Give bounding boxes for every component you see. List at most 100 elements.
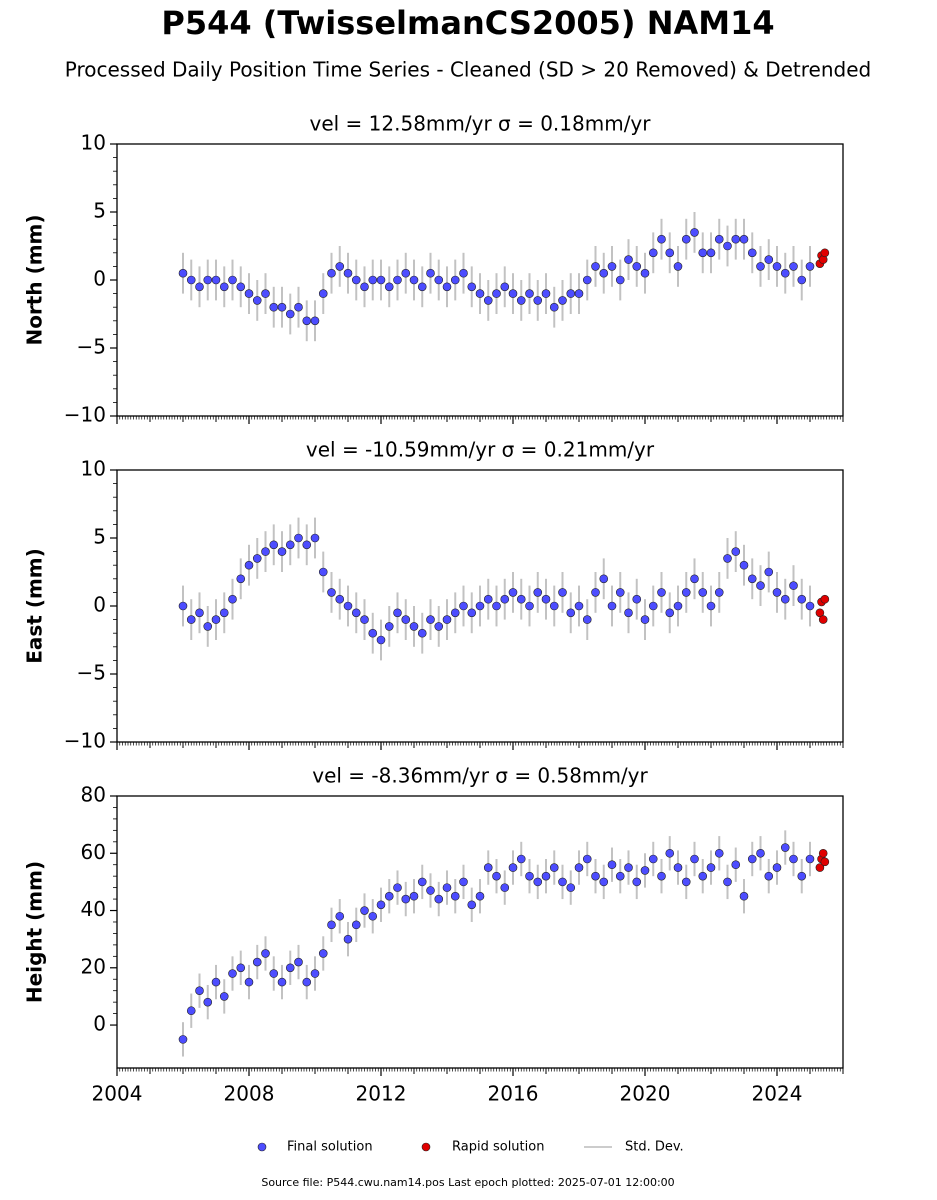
data-point — [376, 635, 386, 645]
data-point — [820, 857, 830, 867]
data-point — [211, 275, 221, 285]
data-point — [195, 282, 204, 292]
data-point — [731, 547, 741, 556]
data-point — [302, 977, 312, 987]
data-point — [681, 588, 691, 597]
data-point — [805, 262, 815, 271]
data-point — [492, 871, 501, 881]
x-tick-label: 2020 — [620, 1082, 671, 1106]
y-tick-label: −10 — [64, 729, 106, 753]
data-point — [772, 863, 782, 872]
data-point — [516, 594, 526, 604]
plot-area — [178, 830, 830, 1057]
data-point — [327, 920, 336, 930]
data-point — [285, 963, 295, 973]
plot-area — [178, 212, 830, 342]
data-point — [690, 854, 699, 864]
data-point — [252, 957, 262, 967]
y-tick-label: 60 — [81, 840, 106, 864]
data-point — [294, 533, 303, 543]
figure-subtitle: Processed Daily Position Time Series - C… — [65, 58, 871, 82]
data-point — [186, 275, 196, 285]
data-point — [500, 883, 510, 892]
data-point — [178, 268, 188, 278]
data-point — [566, 289, 576, 298]
data-point — [236, 574, 246, 584]
data-point — [401, 894, 411, 904]
marks — [178, 830, 830, 1057]
data-point — [648, 601, 658, 611]
data-point — [624, 608, 633, 618]
data-point — [772, 262, 782, 271]
data-point — [805, 854, 815, 864]
data-point — [665, 848, 675, 858]
data-point — [178, 1035, 188, 1044]
data-point — [558, 588, 567, 597]
data-point — [820, 594, 830, 604]
data-point — [591, 588, 600, 597]
data-point — [607, 601, 617, 611]
data-point — [549, 601, 559, 611]
data-point — [673, 601, 683, 611]
data-point — [525, 289, 534, 298]
data-point — [747, 854, 757, 864]
data-point — [558, 877, 567, 887]
data-point — [401, 615, 411, 624]
data-point — [310, 316, 320, 326]
data-point — [541, 594, 551, 604]
data-point — [640, 268, 650, 278]
data-point — [186, 1006, 196, 1016]
data-point — [467, 900, 477, 910]
y-tick-label: 80 — [81, 783, 106, 807]
data-point — [615, 275, 625, 285]
data-point — [815, 608, 825, 618]
data-point — [698, 871, 708, 881]
data-point — [582, 854, 592, 864]
data-point — [714, 848, 724, 858]
data-point — [789, 262, 798, 271]
data-point — [426, 615, 435, 624]
data-point — [615, 871, 625, 881]
data-point — [723, 877, 732, 887]
data-point — [261, 949, 270, 958]
panel-title: vel = -8.36mm/yr σ = 0.58mm/yr — [312, 764, 648, 788]
data-point — [533, 296, 543, 305]
data-point — [574, 601, 584, 611]
data-point — [657, 871, 666, 881]
data-point — [269, 540, 279, 550]
panel-title: vel = -10.59mm/yr σ = 0.21mm/yr — [306, 438, 655, 462]
data-point — [327, 588, 336, 597]
data-point — [409, 622, 419, 631]
data-point — [269, 969, 279, 978]
data-point — [780, 268, 790, 278]
data-point — [483, 296, 493, 305]
data-point — [203, 622, 213, 631]
data-point — [723, 554, 732, 563]
data-point — [706, 248, 716, 258]
data-point — [294, 957, 303, 967]
data-point — [756, 262, 765, 271]
y-tick-label: 10 — [81, 457, 106, 481]
data-point — [632, 594, 642, 604]
data-point — [467, 608, 477, 618]
data-point — [252, 296, 262, 305]
data-point — [739, 560, 749, 570]
x-tick-label: 2016 — [488, 1082, 539, 1106]
data-point — [818, 615, 828, 624]
data-point — [492, 289, 501, 298]
data-point — [178, 601, 188, 611]
data-point — [665, 608, 675, 618]
data-point — [780, 843, 790, 852]
data-point — [591, 871, 600, 881]
legend-label: Std. Dev. — [625, 1140, 684, 1155]
data-point — [815, 863, 825, 872]
data-point — [368, 275, 378, 285]
data-point — [739, 234, 749, 244]
data-point — [657, 588, 666, 597]
data-point — [475, 289, 485, 298]
data-point — [219, 608, 229, 618]
data-point — [698, 248, 708, 258]
data-point — [797, 594, 807, 604]
data-point — [508, 289, 518, 298]
data-point — [533, 588, 543, 597]
